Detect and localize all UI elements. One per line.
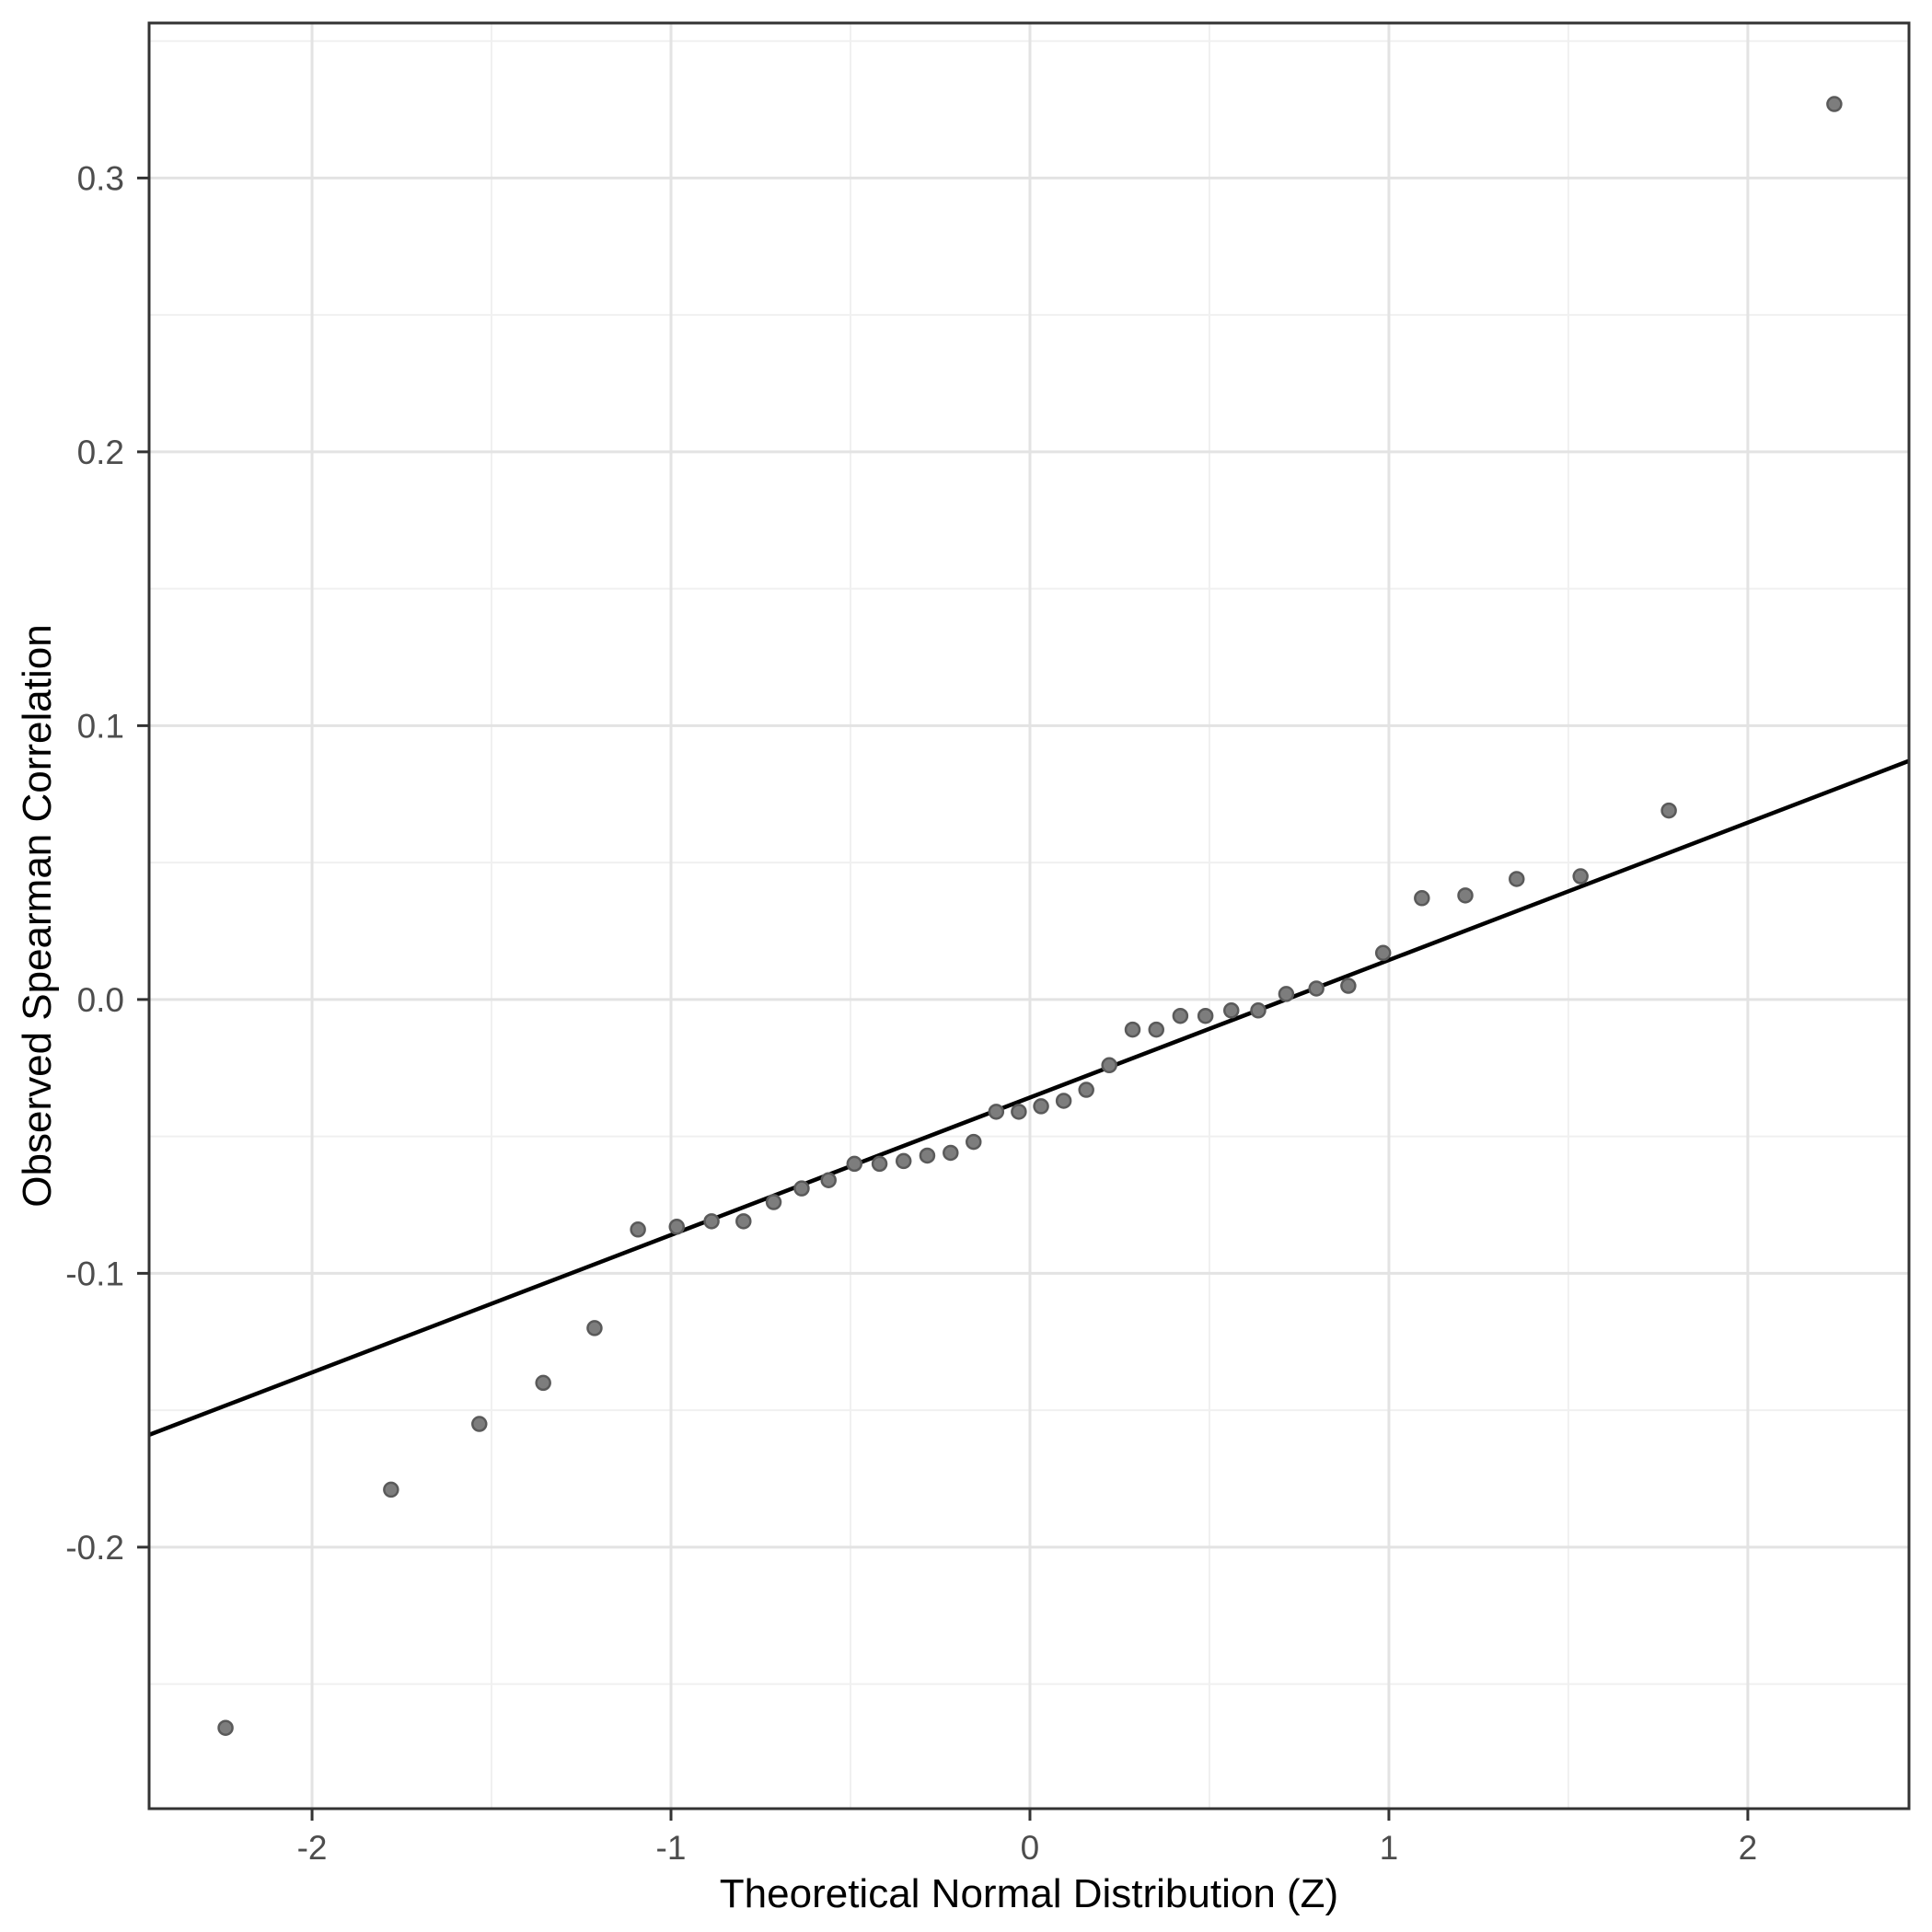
axis-ticks-group — [137, 176, 1750, 1821]
qq-reference-line — [148, 758, 1910, 1437]
y-axis-tick-label: 0.3 — [77, 159, 124, 197]
qq-point — [383, 1481, 399, 1498]
qq-point — [1055, 1093, 1072, 1109]
qq-point — [1172, 1007, 1189, 1024]
qq-point — [1101, 1057, 1117, 1074]
x-axis-tick-label: 0 — [1021, 1829, 1040, 1867]
qq-point — [966, 1133, 982, 1151]
y-axis-tick-label: 0.1 — [77, 707, 124, 745]
qq-point — [895, 1152, 912, 1170]
qq-point — [735, 1213, 752, 1230]
qq-point — [1414, 890, 1430, 907]
qq-point — [1340, 978, 1357, 994]
qq-point — [943, 1144, 959, 1162]
qq-point — [1197, 1007, 1214, 1024]
y-axis-tick-label: -0.1 — [65, 1255, 124, 1292]
qq-point — [535, 1374, 551, 1392]
axis-tick-labels-group: -2 -1 0 1 2 -0.2 -0.1 0.0 0.1 0.2 0.3 — [65, 159, 1757, 1867]
qq-point — [630, 1221, 646, 1238]
qq-point — [846, 1155, 863, 1173]
qq-point — [1078, 1082, 1094, 1098]
qq-point — [217, 1719, 234, 1736]
qq-point — [919, 1147, 936, 1164]
y-axis-title: Observed Spearman Correlation — [15, 624, 60, 1207]
qq-point — [586, 1320, 603, 1336]
qq-point — [1374, 944, 1392, 962]
qq-point — [1826, 96, 1843, 112]
qq-point — [1278, 986, 1295, 1002]
y-axis-tick-label: 0.0 — [77, 981, 124, 1019]
x-axis-title: Theoretical Normal Distribution (Z) — [720, 1871, 1338, 1916]
x-axis-tick-label: -1 — [656, 1829, 687, 1867]
qq-point — [1509, 871, 1525, 887]
qq-point — [871, 1155, 888, 1173]
qq-point — [1572, 868, 1589, 885]
qq-point — [1308, 980, 1325, 997]
qq-point — [1011, 1104, 1027, 1120]
qq-point — [1457, 887, 1474, 904]
qq-point — [1148, 1021, 1164, 1038]
y-axis-tick-label: 0.2 — [77, 434, 124, 471]
qq-point — [1250, 1002, 1267, 1019]
qq-point — [668, 1219, 685, 1235]
qq-point — [820, 1172, 837, 1188]
x-axis-tick-label: -2 — [297, 1829, 328, 1867]
qq-point — [703, 1213, 720, 1230]
x-axis-tick-label: 1 — [1380, 1829, 1399, 1867]
qq-point — [471, 1416, 488, 1432]
major-gridlines — [149, 23, 1909, 1809]
x-axis-tick-label: 2 — [1739, 1829, 1758, 1867]
qq-point — [1660, 802, 1677, 819]
reference-line-group — [148, 758, 1910, 1437]
qq-point — [765, 1194, 782, 1210]
scatter-points-group — [217, 96, 1843, 1736]
y-axis-tick-label: -0.2 — [65, 1529, 124, 1567]
qq-point — [793, 1180, 810, 1197]
qq-point — [1222, 1002, 1240, 1019]
qq-point — [988, 1104, 1005, 1120]
qq-point — [1033, 1098, 1049, 1115]
qq-point — [1124, 1021, 1141, 1038]
